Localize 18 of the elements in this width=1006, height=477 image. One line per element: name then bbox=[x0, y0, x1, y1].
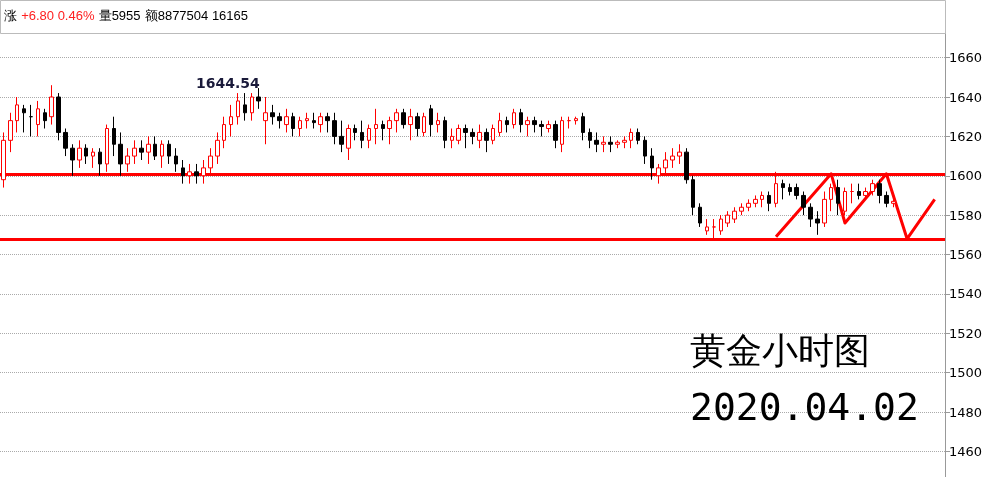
y-tick-label: 1640 bbox=[949, 89, 983, 105]
y-tick-label: 1540 bbox=[949, 286, 983, 302]
text: +6.80 0.46% bbox=[21, 8, 95, 23]
text: 黄金小时图 bbox=[690, 329, 870, 371]
y-tick-label: 1660 bbox=[949, 50, 983, 66]
y-tick-label: 1620 bbox=[949, 128, 983, 144]
text: 涨 bbox=[4, 8, 17, 23]
y-tick-label: 1580 bbox=[949, 207, 983, 223]
text: 额8877504 16165 bbox=[144, 8, 249, 23]
text: 量5955 bbox=[98, 8, 141, 23]
y-tick-label: 1500 bbox=[949, 365, 983, 381]
text: 2020.04.02 bbox=[690, 385, 919, 429]
y-tick-label: 1460 bbox=[949, 443, 983, 459]
y-tick-label: 1600 bbox=[949, 168, 983, 184]
y-tick-label: 1560 bbox=[949, 247, 983, 263]
y-tick-label: 1480 bbox=[949, 404, 983, 420]
annotation: 1644.54 bbox=[196, 75, 261, 91]
y-tick-label: 1520 bbox=[949, 325, 983, 341]
